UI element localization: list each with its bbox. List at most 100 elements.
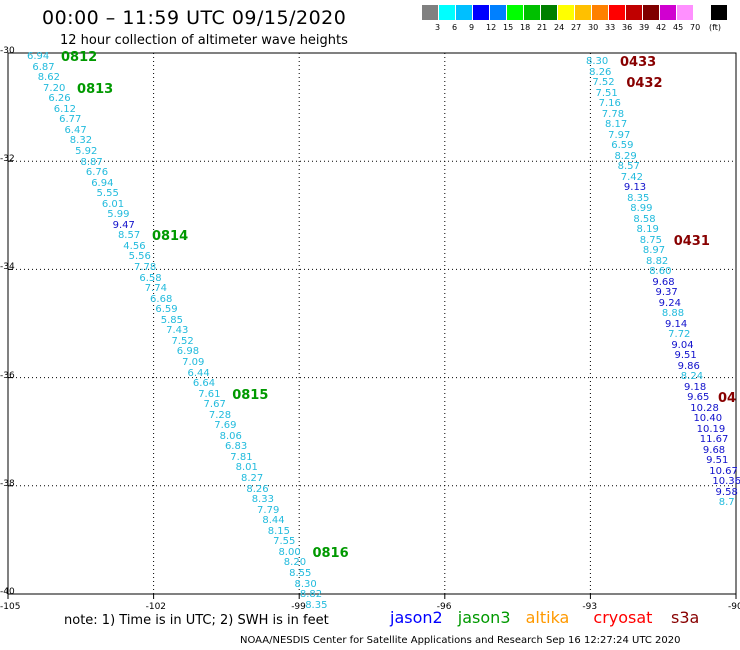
swh-value: 8.82 [299,589,323,601]
pass-time-label: 0812 [61,50,98,65]
color-swatch [439,5,456,20]
color-scale-label: 30 [588,23,599,32]
swh-value: 7.42 [620,171,644,183]
satellite-legend-item: jason2 [390,608,443,627]
swh-value: 8.57 [617,161,640,172]
pass-time-label: 04 [718,391,737,406]
swh-value: 11.67 [699,434,729,445]
swh-value: 4.56 [123,240,146,252]
swh-value: 7.78 [134,262,157,273]
swh-value: 6.58 [139,272,162,284]
color-scale-label: 42 [656,23,667,32]
swh-value: 5.99 [107,209,130,221]
swh-value: 7.52 [592,77,615,88]
pass-time-label: 0813 [77,81,114,97]
color-swatch [422,5,439,20]
swh-value: 5.85 [160,314,184,326]
swh-value: 7.09 [182,356,205,368]
swh-value: 7.72 [668,329,691,340]
swh-value: 8.26 [589,66,612,78]
color-scale-label: 70 [690,23,701,32]
pass-time-label: 0814 [151,229,189,245]
swh-value: 5.56 [128,251,151,263]
color-scale-label: 15 [503,23,514,32]
latitude-tick-label: -40 [0,587,15,597]
swh-value: 10.36 [712,476,740,487]
pass-time-label: 0816 [312,545,349,561]
swh-value: 8.06 [219,430,242,442]
color-scale-label: 24 [554,23,565,32]
longitude-tick-label: -102 [145,602,167,612]
swh-value: 9.47 [112,219,135,231]
color-scale-label: 12 [486,23,497,32]
swh-value: 9.86 [677,360,700,372]
latitude-tick-label: -38 [0,478,15,489]
map-frame [7,52,737,595]
pass-time-label: 0432 [626,76,663,91]
color-swatch [541,5,558,20]
swh-value: 8.35 [305,599,328,611]
swh-value: 6.44 [187,367,210,379]
color-swatch [660,5,677,20]
swh-value: 7.67 [203,399,226,411]
swh-value: 9.18 [683,381,707,393]
swh-value: 8.17 [604,119,628,130]
swh-value: 6.26 [48,93,71,105]
satellite-legend-item: altika [525,608,570,627]
swh-value: 9.51 [706,455,729,466]
color-scale-label: 27 [571,23,582,32]
color-scale-label: 36 [622,23,633,32]
swh-value: 10.19 [696,423,726,435]
swh-value: 7.69 [214,420,237,432]
swh-value: 7.61 [198,388,221,400]
swh-value: 7.55 [273,536,296,548]
longitude-tick-label: -90 [728,602,740,612]
swh-value: 8.01 [235,462,258,474]
swh-value: 8.29 [614,150,637,162]
swh-value: 9.68 [702,444,726,456]
swh-value: 7.81 [230,451,253,463]
swh-value: 9.04 [671,339,694,351]
swh-value: 8.99 [630,203,653,214]
swh-value: 6.68 [150,293,173,305]
color-scale-label: 9 [469,23,475,32]
latitude-tick-label: -32 [0,154,15,165]
swh-value: 6.94 [27,51,50,62]
color-swatch [575,5,592,20]
color-swatch [626,5,643,20]
figure-subtitle: 12 hour collection of altimeter wave hei… [60,33,348,48]
latitude-tick-label: -34 [0,262,15,273]
color-swatch [711,5,728,20]
swh-value: 9.13 [623,182,647,193]
color-swatch [524,5,541,20]
latitude-tick-label: -36 [0,370,15,381]
pass-time-label: 0431 [673,233,710,249]
swh-value: 8.30 [294,578,317,590]
swh-value: 6.76 [85,167,109,179]
color-scale-label: 3 [435,23,441,32]
swh-value: 8.32 [69,135,93,147]
color-swatch [456,5,473,20]
swh-value: 7.20 [43,82,66,94]
longitude-tick-label: -93 [582,602,598,612]
satellite-legend-item: s3a [671,608,700,627]
swh-value: 8.88 [661,308,685,319]
longitude-tick-label: -105 [0,602,21,612]
swh-value: 8.35 [627,192,650,204]
swh-value: 10.67 [709,465,738,477]
color-swatch [490,5,507,20]
latitude-tick-label: -30 [0,46,15,56]
swh-value: 9.14 [665,318,688,330]
swh-value: 7.74 [144,283,167,295]
swh-value: 7.52 [171,335,194,347]
swh-value: 7.16 [598,98,621,109]
color-scale-label: 6 [452,23,458,32]
longitude-tick-label: -96 [436,602,452,612]
footnote: note: 1) Time is in UTC; 2) SWH is in fe… [64,613,329,628]
color-swatch [677,5,694,20]
swh-value: 7.28 [208,409,232,421]
color-scale-label: 33 [605,23,616,32]
figure-title: 00:00 – 11:59 UTC 09/15/2020 [42,7,347,29]
swh-value: 8.44 [262,515,285,527]
